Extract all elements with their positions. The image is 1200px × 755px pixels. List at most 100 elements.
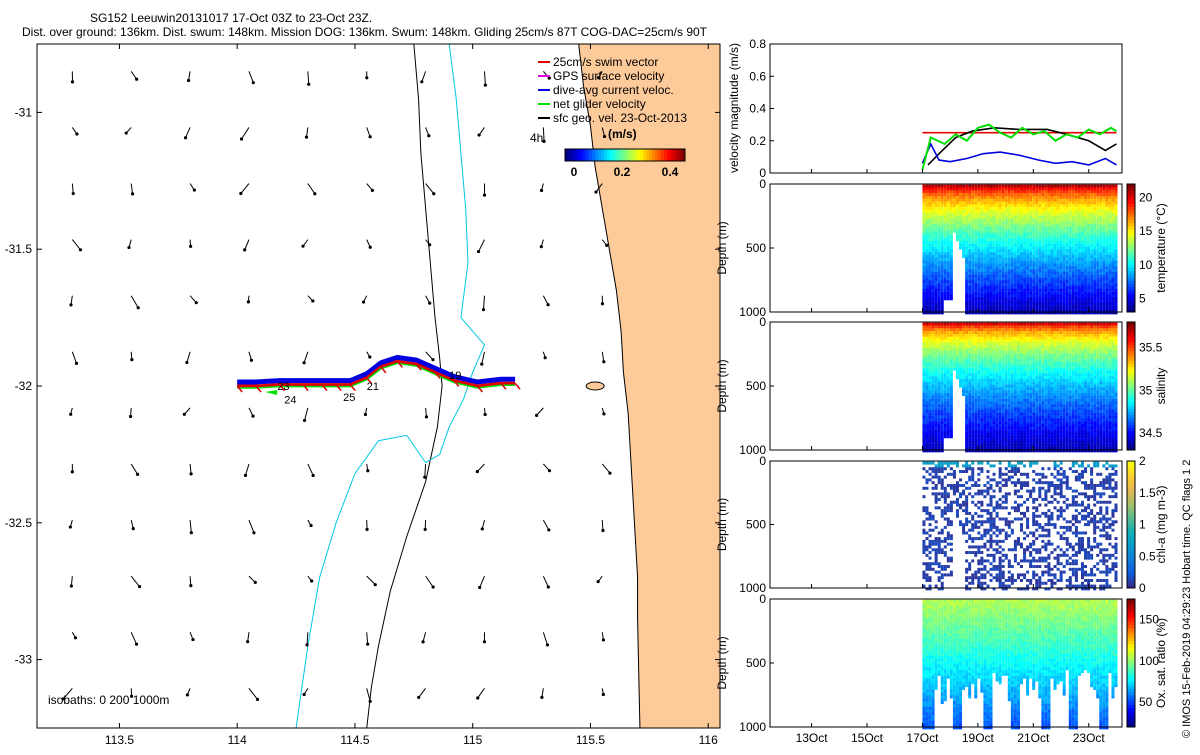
- section-data-point: [993, 235, 996, 238]
- section-data-point: [1035, 323, 1038, 326]
- section-data-point: [986, 233, 989, 236]
- section-data-point: [1017, 230, 1020, 233]
- section-data-point: [1066, 283, 1069, 286]
- section-data-point: [922, 218, 925, 221]
- section-data-point: [1032, 300, 1035, 303]
- section-data-point: [1102, 210, 1105, 213]
- section-data-point: [986, 323, 989, 326]
- section-data-point: [1035, 233, 1038, 236]
- section-data-point: [1026, 286, 1029, 289]
- section-data-point: [959, 371, 962, 374]
- section-data-point: [1044, 247, 1047, 250]
- section-data-point: [1044, 238, 1047, 241]
- section-data-point: [1087, 238, 1090, 241]
- section-data-point: [965, 362, 968, 365]
- section-data-point: [1087, 224, 1090, 227]
- section-data-point: [1008, 435, 1011, 438]
- section-data-point: [1011, 289, 1014, 292]
- section-data-point: [1102, 204, 1105, 207]
- section-data-point: [983, 185, 986, 188]
- section-data-point: [925, 202, 928, 205]
- section-data-point: [959, 213, 962, 216]
- section-data-point: [1087, 247, 1090, 250]
- section-data-point: [962, 345, 965, 348]
- section-data-point: [1066, 202, 1069, 205]
- section-data-point: [996, 207, 999, 210]
- section-data-point: [971, 441, 974, 444]
- section-data-point: [922, 185, 925, 188]
- section-data-point: [1005, 244, 1008, 247]
- section-data-point: [941, 325, 944, 328]
- section-data-point: [977, 421, 980, 424]
- section-data-point: [1023, 233, 1026, 236]
- section-data-point: [1026, 297, 1029, 300]
- current-arrow: [131, 576, 139, 586]
- section-data-point: [950, 407, 953, 410]
- section-data-point: [1035, 438, 1038, 441]
- section-data-point: [1054, 210, 1057, 213]
- section-data-point: [925, 199, 928, 202]
- section-data-point: [1108, 204, 1111, 207]
- section-data-point: [950, 199, 953, 202]
- section-data-point: [929, 382, 932, 385]
- section-data-point: [993, 193, 996, 196]
- section-data-point: [929, 269, 932, 272]
- section-data-point: [1090, 280, 1093, 283]
- section-data-point: [944, 345, 947, 348]
- section-data-point: [996, 255, 999, 258]
- section-data-point: [1017, 421, 1020, 424]
- section-data-point: [1008, 359, 1011, 362]
- section-data-point: [1087, 292, 1090, 295]
- section-data-point: [1017, 401, 1020, 404]
- section-data-point: [999, 441, 1002, 444]
- section-data-point: [922, 430, 925, 433]
- section-data-point: [986, 348, 989, 351]
- section-data-point: [932, 199, 935, 202]
- section-data-point: [999, 297, 1002, 300]
- section-data-point: [1115, 289, 1118, 292]
- section-data-point: [983, 323, 986, 326]
- section-data-point: [1060, 187, 1063, 190]
- section-data-point: [1044, 255, 1047, 258]
- section-data-point: [929, 263, 932, 266]
- section-data-point: [1041, 244, 1044, 247]
- section-data-point: [1066, 309, 1069, 312]
- current-arrow: [367, 576, 376, 585]
- section-data-point: [929, 379, 932, 382]
- section-data-point: [941, 376, 944, 379]
- section-data-point: [1038, 235, 1041, 238]
- current-arrow-head: [540, 696, 543, 699]
- section-data-point: [999, 354, 1002, 357]
- section-data-point: [1038, 227, 1041, 230]
- section-data-point: [1038, 247, 1041, 250]
- section-data-point: [990, 272, 993, 275]
- section-data-point: [1041, 447, 1044, 450]
- section-data-point: [996, 421, 999, 424]
- section-data-point: [938, 272, 941, 275]
- section-data-point: [1005, 340, 1008, 343]
- section-data-point: [1023, 272, 1026, 275]
- section-data-point: [950, 297, 953, 300]
- section-data-point: [1047, 207, 1050, 210]
- section-data-point: [1035, 362, 1038, 365]
- section-data-point: [968, 241, 971, 244]
- section-data-point: [1099, 216, 1102, 219]
- section-data-point: [990, 382, 993, 385]
- section-data-point: [1026, 416, 1029, 419]
- section-data-point: [1099, 275, 1102, 278]
- current-arrow: [304, 352, 308, 363]
- section-data-point: [1035, 272, 1038, 275]
- section-data-point: [1087, 249, 1090, 252]
- section-data-point: [1069, 249, 1072, 252]
- section-data-point: [1041, 382, 1044, 385]
- section-data-point: [1005, 283, 1008, 286]
- section-data-point: [1047, 221, 1050, 224]
- section-data-point: [1005, 438, 1008, 441]
- section-data-point: [1111, 303, 1114, 306]
- section-data-point: [1020, 224, 1023, 227]
- section-data-point: [977, 387, 980, 390]
- section-data-point: [950, 334, 953, 337]
- section-data-point: [1060, 300, 1063, 303]
- section-data-point: [1075, 247, 1078, 250]
- section-data-point: [1002, 348, 1005, 351]
